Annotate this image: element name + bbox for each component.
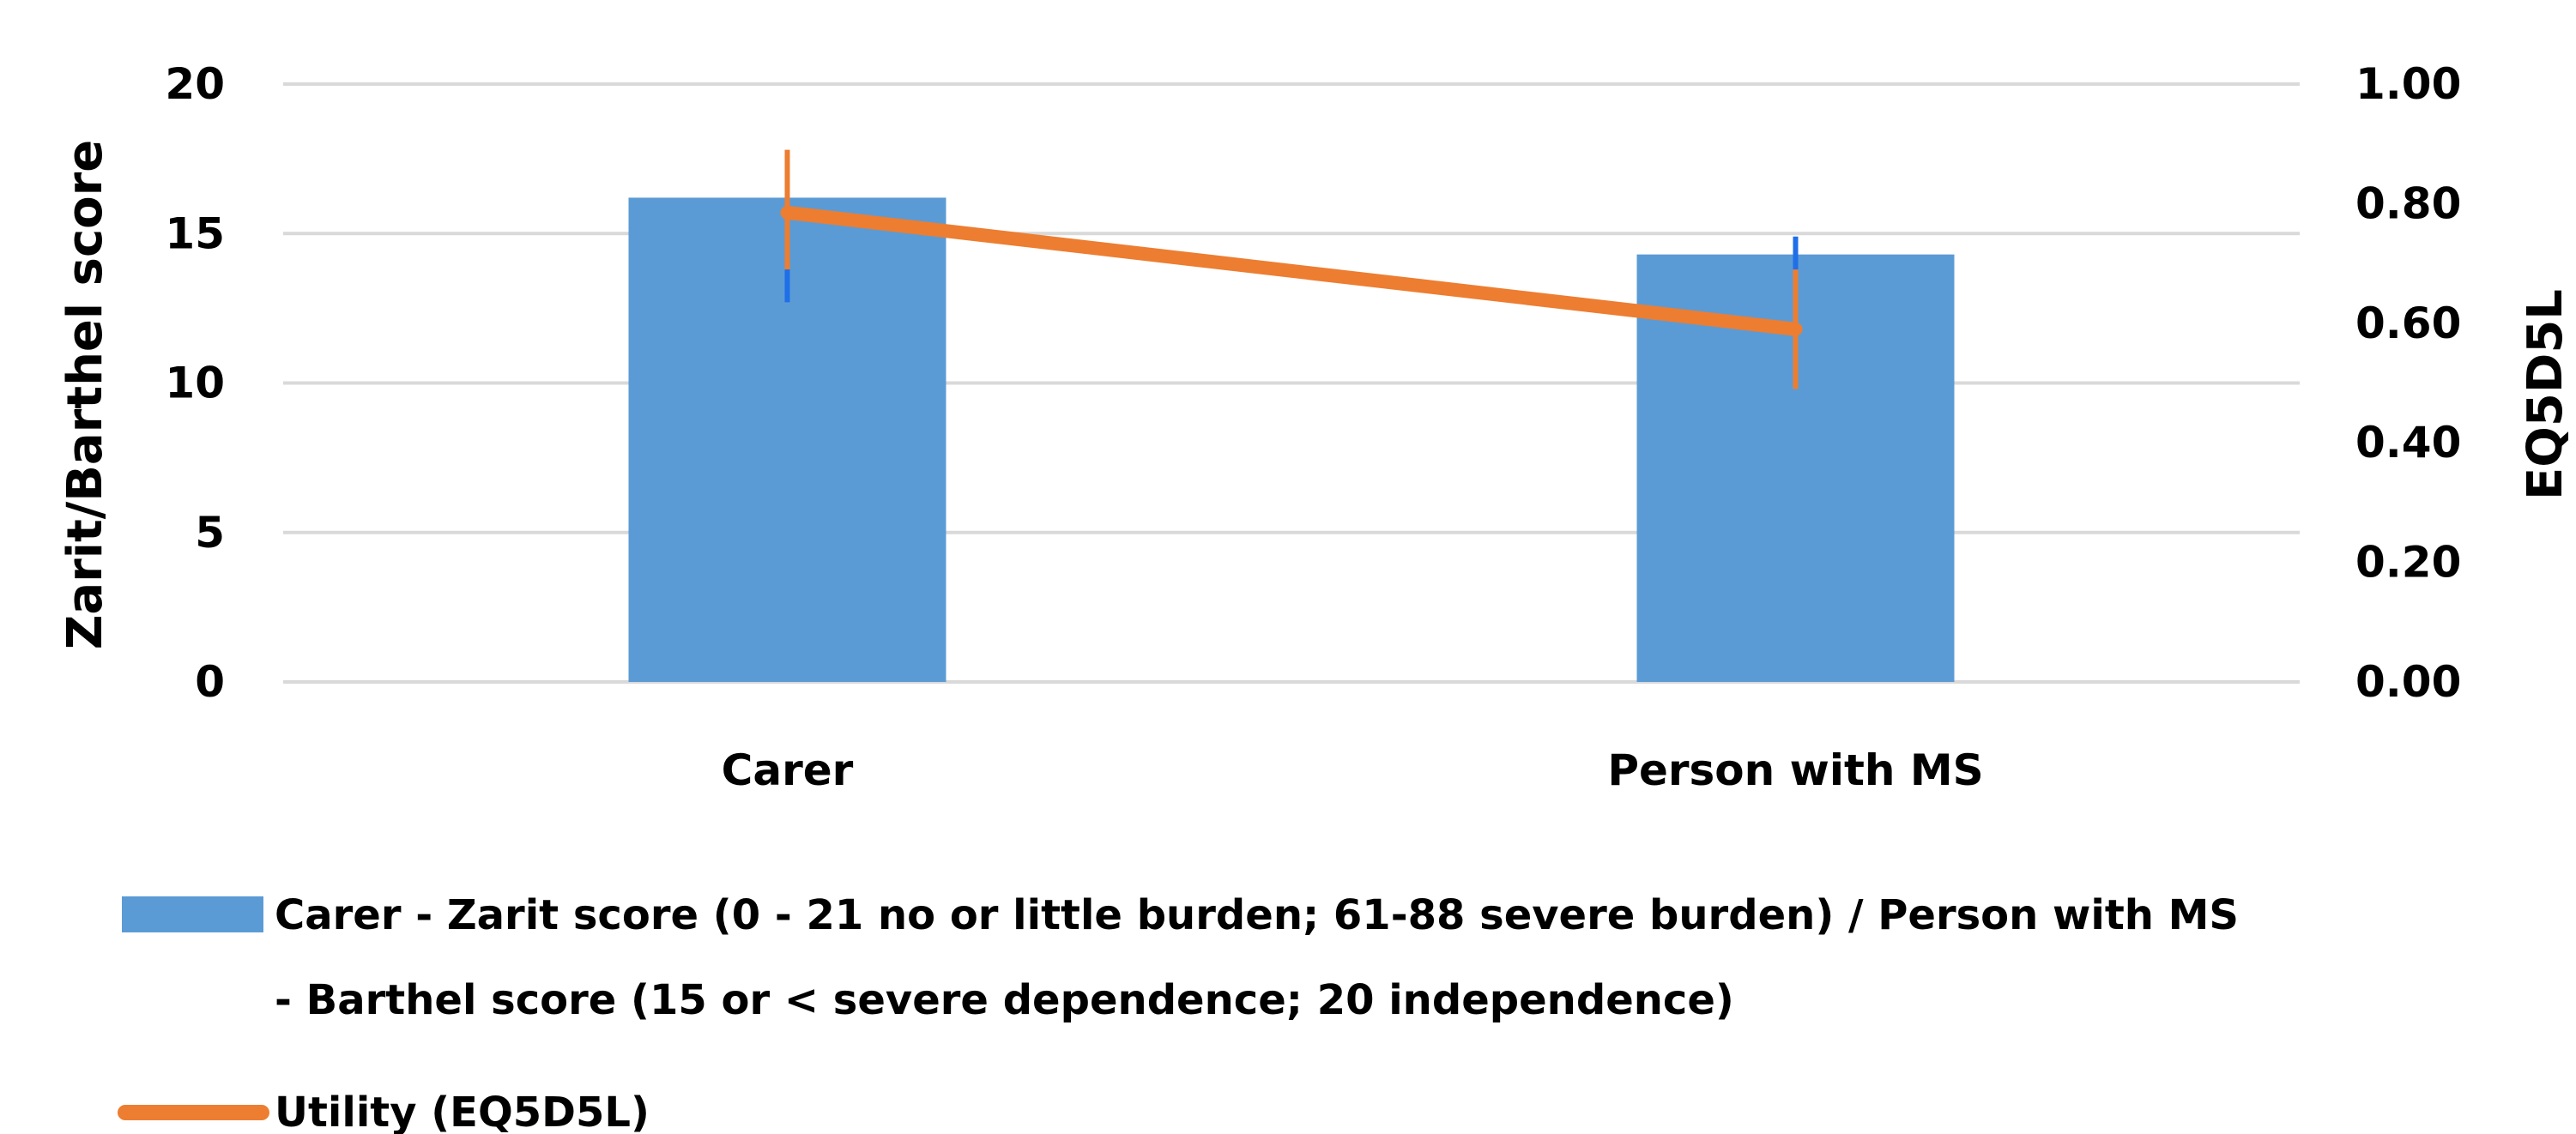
legend-label-line: Utility (EQ5D5L) xyxy=(275,1089,650,1134)
legend-swatch-bar xyxy=(122,896,263,932)
category-label: Person with MS xyxy=(1607,745,1983,795)
line-series xyxy=(780,205,1803,336)
category-labels: Carer Person with MS xyxy=(722,745,1984,795)
left-tick-label: 15 xyxy=(165,208,225,258)
right-tick-label: 0.40 xyxy=(2355,418,2461,467)
legend-label-bar-line-2: - Barthel score (15 or < severe dependen… xyxy=(275,976,1734,1024)
line-error-bars xyxy=(784,149,1799,389)
legend-label-bar-line-1: Carer - Zarit score (0 - 21 no or little… xyxy=(275,891,2239,939)
right-axis-ticks: 0.00 0.20 0.40 0.60 0.80 1.00 xyxy=(2355,59,2461,707)
right-tick-label: 0.60 xyxy=(2355,299,2461,348)
left-tick-label: 5 xyxy=(195,508,225,558)
right-tick-label: 0.20 xyxy=(2355,538,2461,588)
left-axis-ticks: 0 5 10 15 20 xyxy=(165,59,225,707)
right-tick-label: 0.00 xyxy=(2355,657,2461,707)
left-tick-label: 10 xyxy=(165,359,225,408)
category-label: Carer xyxy=(722,745,854,795)
gridlines xyxy=(283,82,2300,684)
left-tick-label: 0 xyxy=(195,657,225,707)
left-tick-label: 20 xyxy=(165,59,225,109)
line-path xyxy=(780,205,1803,336)
right-axis-title: EQ5D5L xyxy=(2518,289,2573,500)
right-tick-label: 0.80 xyxy=(2355,178,2461,228)
legend: Carer - Zarit score (0 - 21 no or little… xyxy=(118,891,2239,1134)
right-tick-label: 1.00 xyxy=(2355,59,2461,109)
left-axis-title: Zarit/Barthel score xyxy=(57,140,113,649)
